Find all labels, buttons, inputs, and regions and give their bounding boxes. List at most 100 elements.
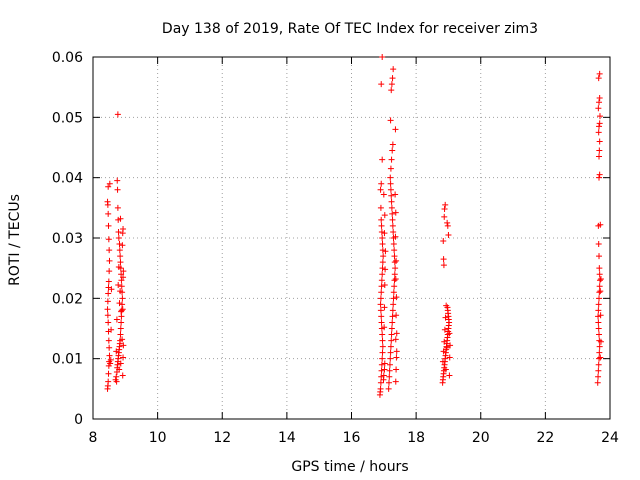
data-point bbox=[106, 247, 113, 254]
x-tick-label: 10 bbox=[149, 430, 167, 446]
y-tick-label: 0 bbox=[74, 412, 83, 428]
data-point bbox=[386, 361, 393, 368]
x-tick-label: 16 bbox=[343, 430, 361, 446]
data-point bbox=[378, 367, 385, 374]
data-point bbox=[106, 352, 113, 359]
x-tick-label: 20 bbox=[472, 430, 490, 446]
data-point bbox=[392, 126, 399, 133]
data-point bbox=[387, 349, 394, 356]
data-point bbox=[107, 356, 114, 363]
data-point bbox=[120, 268, 127, 275]
data-point bbox=[389, 307, 396, 314]
data-point bbox=[379, 349, 386, 356]
data-point bbox=[390, 295, 397, 302]
data-point bbox=[389, 147, 396, 154]
data-point bbox=[379, 259, 386, 266]
data-point bbox=[104, 312, 111, 319]
data-point bbox=[106, 180, 113, 187]
data-point bbox=[392, 191, 399, 198]
data-point bbox=[391, 247, 398, 254]
data-point bbox=[391, 277, 398, 284]
data-point bbox=[596, 95, 603, 102]
data-point bbox=[105, 278, 112, 285]
data-point bbox=[119, 295, 126, 302]
data-point bbox=[440, 238, 447, 245]
data-point bbox=[393, 354, 400, 361]
data-point bbox=[118, 319, 125, 326]
data-point bbox=[106, 257, 113, 264]
data-point bbox=[389, 313, 396, 320]
data-point bbox=[377, 379, 384, 386]
data-point bbox=[595, 105, 602, 112]
data-point bbox=[114, 177, 121, 184]
x-tick-label: 22 bbox=[536, 430, 554, 446]
data-point bbox=[597, 338, 604, 345]
data-point bbox=[392, 233, 399, 240]
y-tick-label: 0.04 bbox=[52, 171, 83, 187]
data-point bbox=[378, 289, 385, 296]
data-point bbox=[116, 366, 123, 373]
data-point bbox=[389, 216, 396, 223]
data-point bbox=[388, 198, 395, 205]
data-point bbox=[104, 298, 111, 305]
data-point bbox=[118, 283, 125, 290]
data-point bbox=[386, 373, 393, 380]
data-point bbox=[104, 198, 111, 205]
data-point bbox=[120, 342, 127, 349]
data-point bbox=[389, 210, 396, 217]
data-point bbox=[117, 259, 124, 266]
data-point bbox=[119, 306, 126, 313]
data-point bbox=[106, 344, 113, 351]
data-point bbox=[378, 313, 385, 320]
data-point bbox=[105, 210, 112, 217]
x-tick-label: 12 bbox=[213, 430, 231, 446]
data-point bbox=[387, 117, 394, 124]
data-point bbox=[379, 156, 386, 163]
chart-title: Day 138 of 2019, Rate Of TEC Index for r… bbox=[162, 21, 538, 37]
data-point bbox=[377, 204, 384, 211]
data-point bbox=[388, 192, 395, 199]
data-point bbox=[381, 324, 388, 331]
data-point bbox=[447, 342, 454, 349]
data-point bbox=[393, 294, 400, 301]
data-point bbox=[113, 316, 120, 323]
data-point bbox=[596, 295, 603, 302]
data-point bbox=[442, 366, 449, 373]
data-point bbox=[439, 358, 446, 365]
data-point bbox=[391, 283, 398, 290]
data-point bbox=[379, 235, 386, 241]
data-point bbox=[117, 331, 124, 338]
data-point bbox=[390, 66, 397, 73]
data-point bbox=[388, 204, 395, 211]
data-point bbox=[393, 330, 400, 337]
data-point bbox=[377, 186, 384, 193]
data-point bbox=[388, 331, 395, 338]
data-point bbox=[445, 231, 452, 238]
data-point bbox=[443, 344, 450, 351]
data-point bbox=[595, 307, 602, 314]
data-point bbox=[389, 319, 396, 326]
data-point bbox=[380, 253, 387, 260]
data-point bbox=[380, 191, 387, 198]
data-point bbox=[393, 312, 400, 319]
data-point bbox=[104, 306, 111, 313]
data-point bbox=[105, 370, 112, 377]
data-point bbox=[381, 366, 388, 373]
data-point bbox=[596, 271, 603, 278]
data-point bbox=[388, 156, 395, 163]
data-point bbox=[378, 373, 385, 380]
data-point bbox=[379, 54, 386, 60]
data-point bbox=[379, 247, 386, 254]
data-point bbox=[120, 225, 127, 232]
data-point bbox=[392, 209, 399, 216]
data-point bbox=[379, 241, 386, 248]
data-point bbox=[105, 222, 112, 229]
data-point bbox=[390, 289, 397, 296]
data-point bbox=[116, 300, 123, 307]
grid-lines bbox=[93, 57, 610, 419]
data-point bbox=[378, 216, 385, 223]
data-point bbox=[118, 307, 125, 314]
data-point bbox=[390, 228, 397, 235]
data-point bbox=[441, 206, 448, 213]
data-point bbox=[596, 123, 603, 130]
